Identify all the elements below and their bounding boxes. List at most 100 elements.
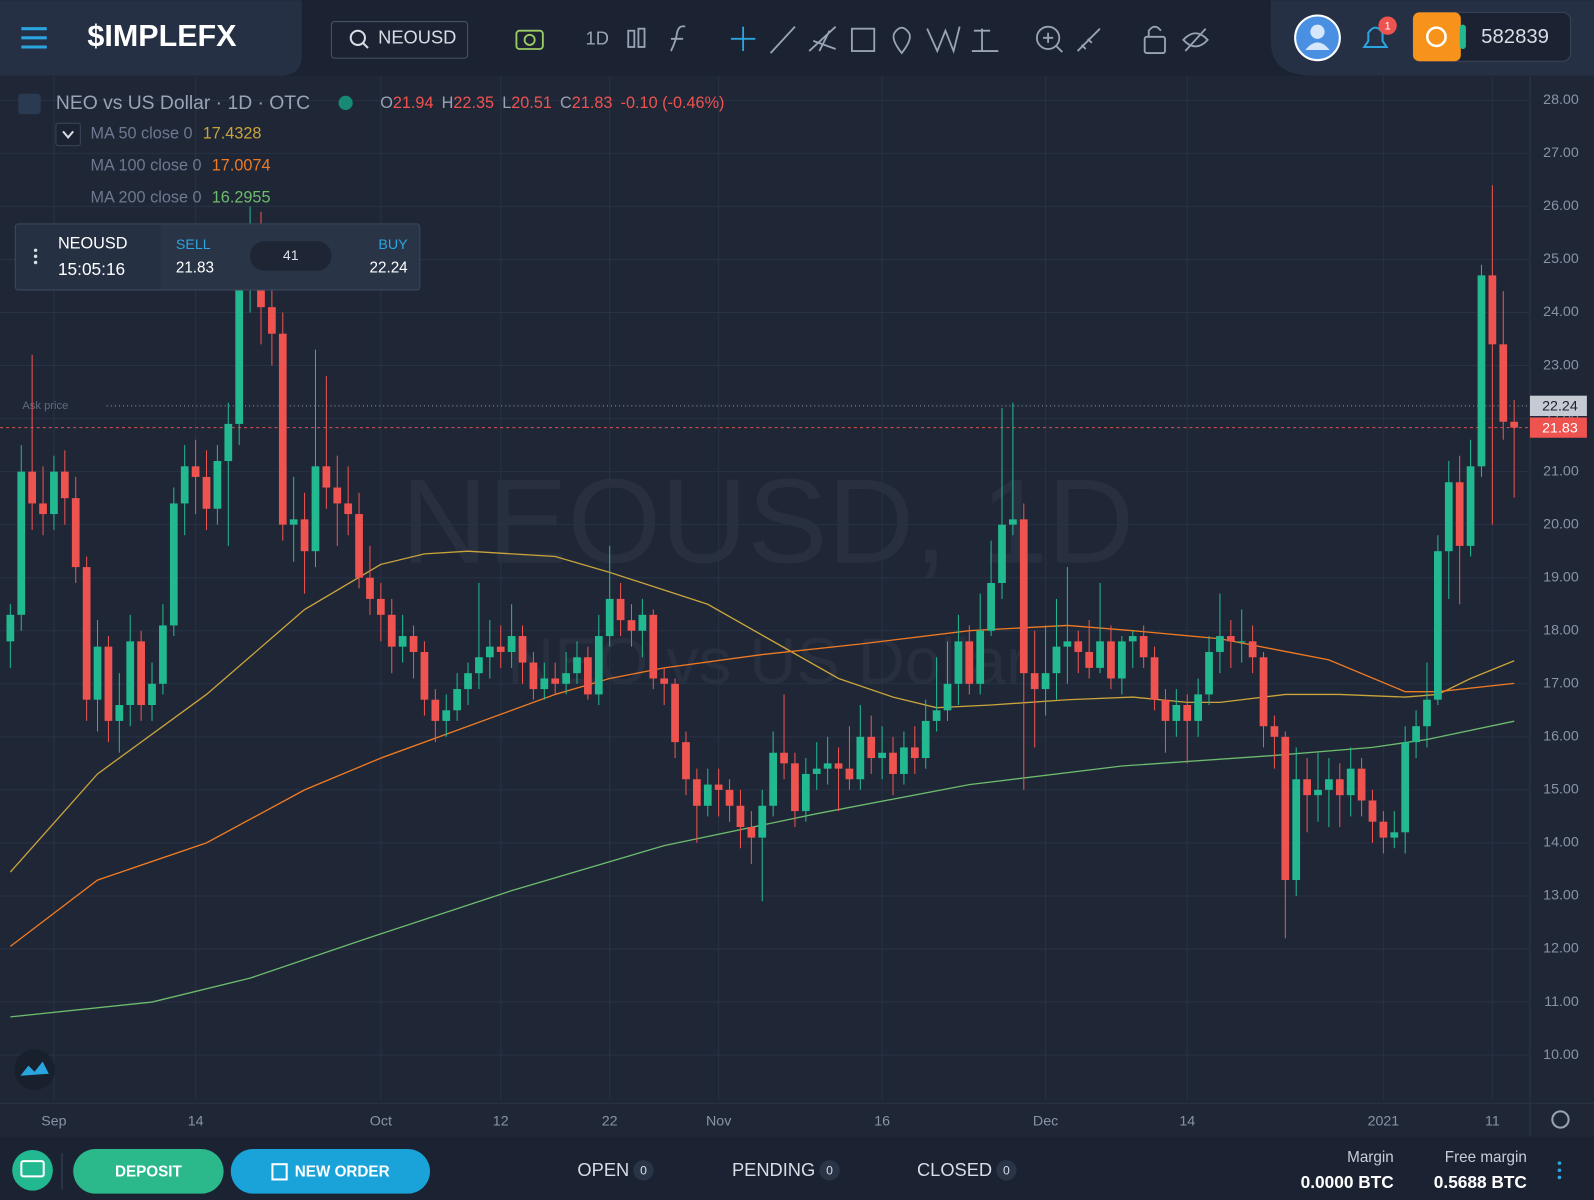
zoom-icon <box>1043 32 1063 53</box>
zoom-tool[interactable] <box>1035 25 1061 50</box>
ma-value: 17.4328 <box>203 125 262 143</box>
candle-body <box>322 466 331 488</box>
margin-value: 0.0000 BTC <box>1301 1172 1394 1192</box>
chat-icon <box>20 1160 45 1178</box>
ohlc-key: H <box>442 94 454 112</box>
candle-body <box>1041 673 1050 690</box>
candle-body <box>801 773 810 812</box>
balance-indicator <box>1459 24 1466 50</box>
hide-tool[interactable] <box>1182 28 1209 52</box>
ohlc-key: C <box>560 94 572 112</box>
ticket-menu[interactable] <box>33 248 38 265</box>
candle-body <box>115 705 124 721</box>
candle-body <box>540 678 549 690</box>
snapshot-button[interactable] <box>515 29 544 50</box>
ohlc-value: 22.35 <box>453 94 494 112</box>
y-tick-label: 23.00 <box>1543 357 1579 373</box>
deposit-label[interactable]: DEPOSIT <box>115 1163 183 1180</box>
trendline-tool[interactable] <box>769 26 796 54</box>
candle-body <box>1390 832 1399 838</box>
candle-body <box>1510 421 1519 428</box>
candle-body <box>791 763 799 812</box>
menu-button[interactable] <box>21 27 47 49</box>
chart-logo-button[interactable] <box>14 1049 55 1090</box>
candle-body <box>671 683 679 743</box>
candle-body <box>1107 641 1115 679</box>
candle-body <box>475 657 483 674</box>
y-tick-label: 21.00 <box>1543 463 1579 479</box>
price-tag-label: 21.83 <box>1542 420 1578 436</box>
candle-body <box>289 519 298 525</box>
candle-body <box>191 466 200 477</box>
settings-button[interactable] <box>1551 1110 1570 1129</box>
chart-logo-icon <box>20 1061 49 1076</box>
margin-label: Margin <box>1347 1149 1394 1166</box>
sell-label[interactable]: SELL <box>176 237 211 253</box>
candle-body <box>627 620 636 631</box>
candle-body <box>71 498 80 568</box>
x-tick-label: 14 <box>1179 1113 1195 1129</box>
measure-tool[interactable] <box>971 28 999 52</box>
y-tick-label: 19.00 <box>1543 569 1579 585</box>
pattern-tool[interactable] <box>926 26 961 55</box>
candle-body <box>638 614 647 631</box>
candle-body <box>278 333 287 525</box>
candle-body <box>943 683 952 711</box>
search-box[interactable] <box>330 21 469 59</box>
tab-label[interactable]: CLOSED <box>917 1159 992 1180</box>
price-tag <box>1529 395 1587 417</box>
candle-body <box>333 487 342 504</box>
bitcoin-icon <box>1413 12 1461 62</box>
free-margin-label: Free margin <box>1445 1149 1527 1166</box>
collapse-button[interactable] <box>55 122 81 147</box>
candle-body <box>442 710 451 721</box>
lock-tool[interactable] <box>1143 35 1166 54</box>
candle-body <box>224 423 233 462</box>
interval-button[interactable]: 1D <box>586 28 609 49</box>
tab-label[interactable]: OPEN <box>577 1159 629 1180</box>
candle-body <box>965 641 974 684</box>
chat-button[interactable] <box>12 1149 53 1191</box>
crosshair-tool[interactable] <box>730 26 756 52</box>
candle-body <box>747 826 756 838</box>
candle-body <box>344 503 353 515</box>
new-order-button[interactable] <box>230 1148 431 1194</box>
tab-label[interactable]: PENDING <box>732 1159 815 1180</box>
y-tick-label: 14.00 <box>1543 835 1579 851</box>
notification-count: 1 <box>1385 21 1391 33</box>
watermark: NEO vs US Dollar <box>507 624 1027 697</box>
candle-body <box>736 805 745 827</box>
candle-body <box>682 742 690 780</box>
sell-price[interactable]: 21.83 <box>176 260 214 277</box>
deposit-button[interactable] <box>73 1148 224 1194</box>
x-tick-label: 14 <box>188 1113 204 1129</box>
footer-menu[interactable] <box>1557 1161 1562 1180</box>
candle-body <box>202 476 211 509</box>
candle-body <box>148 683 156 706</box>
logo[interactable]: $IMPLEFX <box>87 19 237 53</box>
candle-body <box>180 466 189 504</box>
ruler-tool[interactable] <box>1076 28 1101 52</box>
buy-price[interactable]: 22.24 <box>370 260 409 277</box>
candle-body <box>1139 636 1148 658</box>
indicators-button[interactable] <box>670 25 686 52</box>
buy-label[interactable]: BUY <box>378 237 408 253</box>
candle-body <box>6 614 15 642</box>
fib-tool[interactable] <box>808 25 837 52</box>
candle-type-button[interactable] <box>627 29 636 48</box>
candle-body <box>714 784 723 790</box>
candle-body <box>376 598 385 615</box>
candle-body <box>485 646 494 658</box>
search-text[interactable]: NEOUSD <box>378 27 456 48</box>
candle-body <box>1455 482 1464 546</box>
rect-tool[interactable] <box>850 27 876 52</box>
candle-body <box>50 471 58 515</box>
notifications-button[interactable] <box>1362 26 1389 48</box>
marker-tool[interactable] <box>892 26 911 55</box>
x-tick-label: Dec <box>1033 1113 1058 1129</box>
candle-body <box>159 625 167 684</box>
new-order-label[interactable]: NEW ORDER <box>295 1163 390 1180</box>
y-tick-label: 16.00 <box>1543 729 1579 745</box>
chart-title: NEO vs US Dollar · 1D · OTC <box>56 93 310 114</box>
